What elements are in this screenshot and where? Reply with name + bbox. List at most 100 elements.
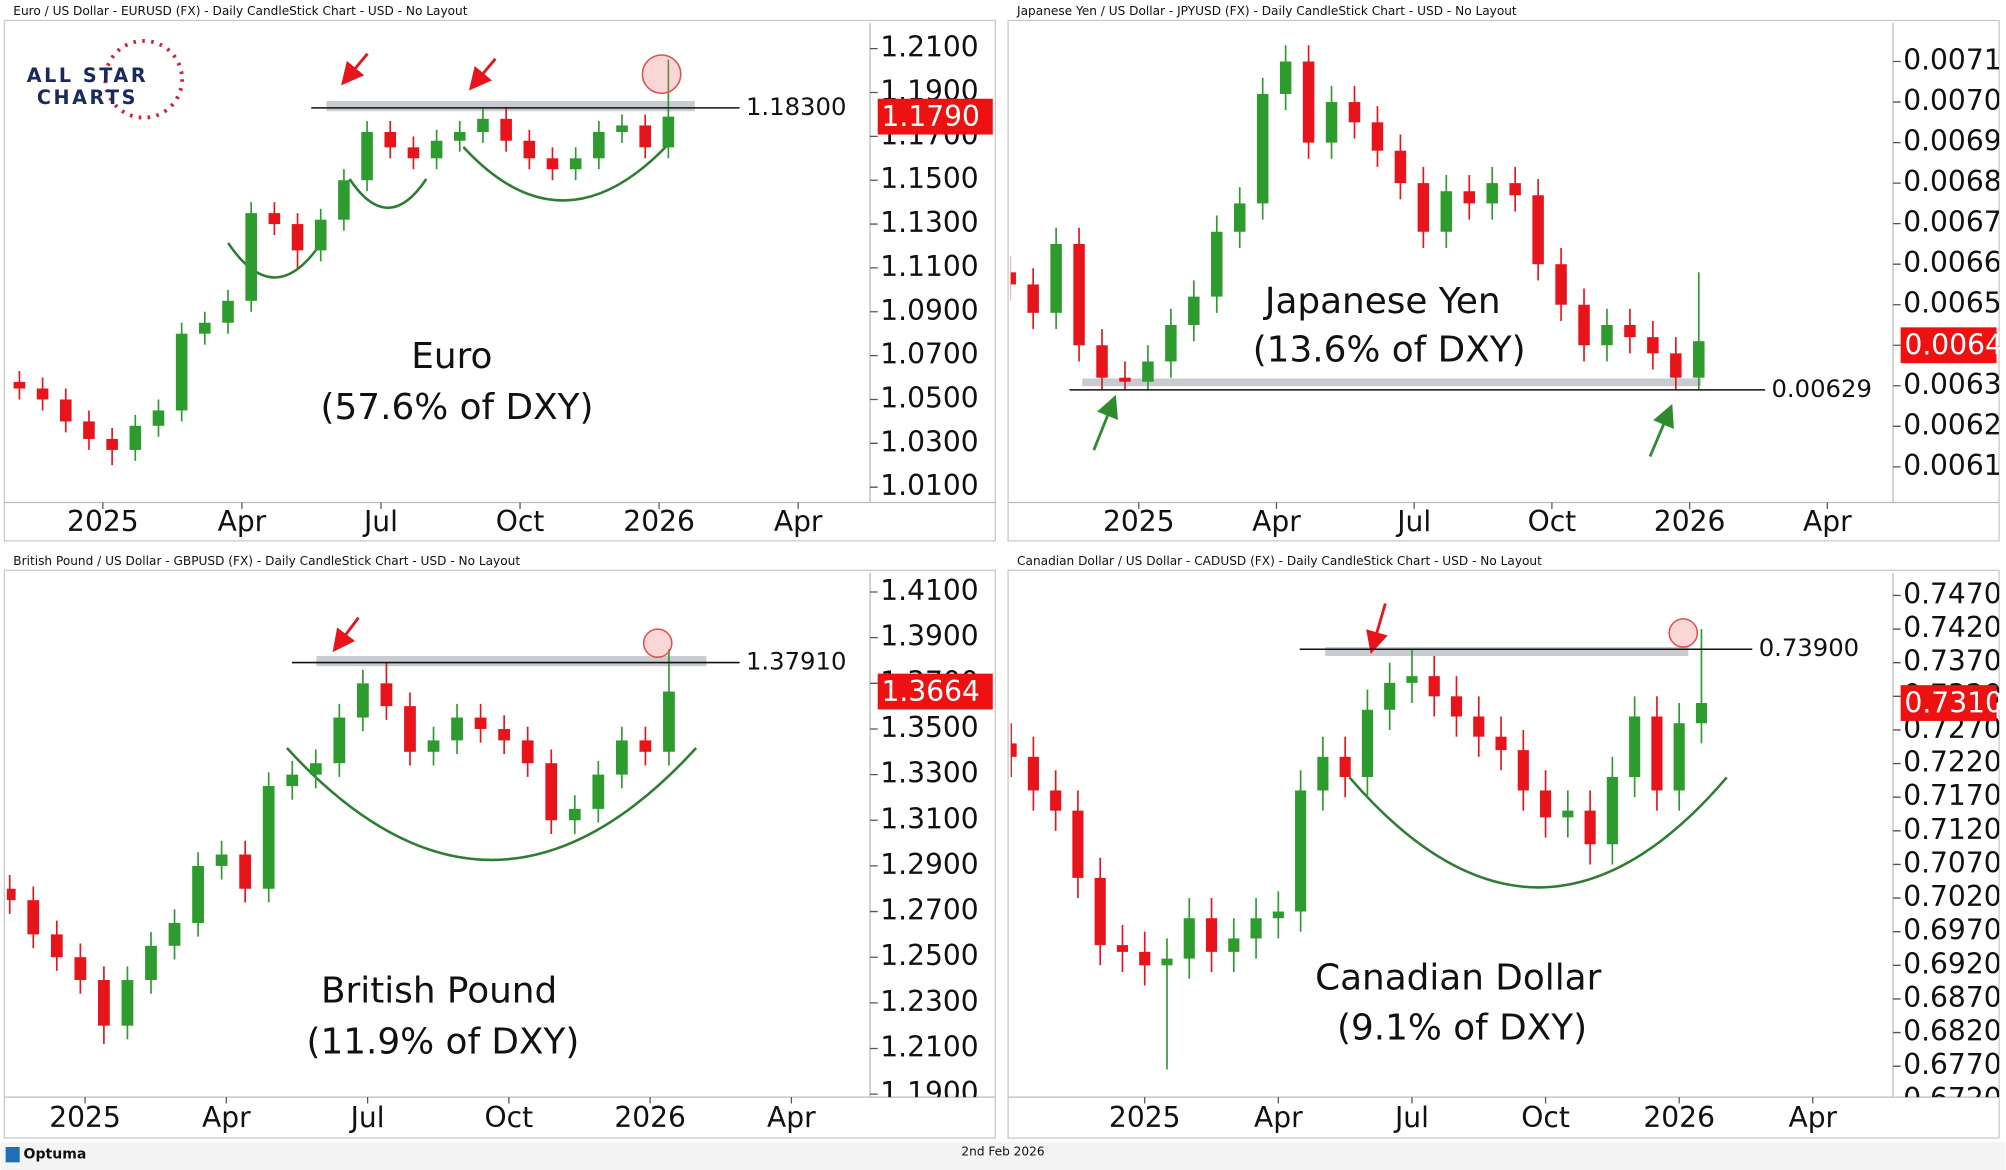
- candle-body: [639, 125, 651, 148]
- candle-body: [1417, 183, 1430, 232]
- x-tick-label: Apr: [202, 1101, 251, 1134]
- y-tick-label: 0.0068: [1903, 165, 2001, 198]
- support-band: [1082, 378, 1702, 387]
- candle-body: [453, 131, 466, 141]
- y-tick-label: 0.0065: [1903, 287, 2001, 320]
- last-price-box: [877, 673, 993, 710]
- candle-body: [129, 425, 142, 450]
- x-tick-label: Oct: [1521, 1101, 1570, 1134]
- y-tick-label: 1.2100: [880, 1031, 978, 1064]
- x-tick-label: Apr: [774, 505, 823, 538]
- candle-body: [59, 399, 72, 422]
- arrow: [332, 616, 360, 653]
- candle-body: [1406, 676, 1418, 683]
- y-tick-label: 0.0070: [1903, 84, 2001, 117]
- candle-body: [1072, 810, 1084, 878]
- chart-header: Japanese Yen / US Dollar - JPYUSD (FX) -…: [1016, 4, 1517, 18]
- candle-body: [1624, 324, 1636, 338]
- panel-frame: [3, 19, 996, 542]
- x-tick-label: 2025: [67, 505, 139, 538]
- candle-body: [523, 140, 536, 159]
- candle-body: [1339, 756, 1351, 778]
- logo-ring: [103, 39, 185, 120]
- candle-body: [1205, 918, 1218, 952]
- candle-body: [1450, 696, 1463, 717]
- candle-body: [74, 957, 87, 981]
- last-price-box: [877, 98, 993, 135]
- candle-body: [1250, 918, 1262, 939]
- y-tick-label: 0.7420: [1903, 611, 2001, 644]
- candle-body: [545, 763, 558, 821]
- candle-body: [1584, 810, 1596, 845]
- x-tick-label: Apr: [218, 505, 267, 538]
- y-tick-label: 1.1900: [880, 1076, 978, 1109]
- candle-body: [1361, 709, 1373, 778]
- annotation: British Pound: [321, 970, 557, 1011]
- candle-body: [1010, 743, 1017, 757]
- candle-body: [1027, 756, 1039, 791]
- arrow: [1092, 394, 1118, 451]
- candle-body: [1495, 736, 1507, 751]
- candle-body: [1142, 361, 1154, 382]
- candle-body: [1578, 304, 1590, 346]
- x-tick-label: Apr: [1788, 1101, 1837, 1134]
- level-label: 1.37910: [746, 647, 846, 676]
- y-tick-label: 1.0100: [880, 469, 978, 502]
- candle-body: [152, 410, 165, 426]
- candle-body: [36, 388, 49, 400]
- chart-header: Euro / US Dollar - EURUSD (FX) - Daily C…: [13, 4, 467, 18]
- candle-body: [291, 224, 304, 251]
- candle-body: [1295, 790, 1307, 912]
- y-tick-label: 1.3500: [880, 711, 978, 744]
- logo: ALL STAR CHARTS: [27, 39, 185, 120]
- candle-body: [27, 900, 40, 935]
- candle-body: [1050, 243, 1062, 313]
- candle-body: [1256, 93, 1269, 204]
- footer-bar: [0, 1141, 2006, 1170]
- candle-body: [1279, 61, 1292, 94]
- resistance-band: [326, 101, 695, 112]
- level-label: 0.73900: [1759, 633, 1859, 662]
- last-price-label: 1.1790: [882, 100, 980, 133]
- candle-body: [13, 381, 26, 389]
- candle-body: [1606, 777, 1618, 845]
- y-tick-label: 1.1100: [880, 250, 978, 283]
- x-tick-label: Oct: [485, 1101, 534, 1134]
- level-label: 1.18300: [746, 92, 846, 121]
- candle-body: [98, 980, 110, 1026]
- candle-body: [1629, 716, 1641, 778]
- x-tick-label: Apr: [1252, 505, 1301, 538]
- candle-body: [1228, 938, 1240, 952]
- annotation-layer: [227, 52, 1728, 889]
- y-tick-label: 0.6770: [1903, 1048, 2001, 1081]
- annotation: (57.6% of DXY): [321, 387, 594, 428]
- candle-body: [1670, 353, 1682, 378]
- y-tick-label: 0.6970: [1903, 914, 2001, 947]
- y-tick-label: 0.7170: [1903, 779, 2001, 812]
- candle-body: [106, 438, 118, 450]
- y-tick-label: 0.0066: [1903, 246, 2001, 279]
- y-tick-label: 1.1300: [880, 206, 978, 239]
- y-tick-label: 0.7220: [1903, 746, 2001, 779]
- candle-body: [407, 147, 420, 159]
- y-tick-label: 0.7120: [1903, 813, 2001, 846]
- candle-body: [1540, 790, 1552, 818]
- x-tick-label: Apr: [767, 1101, 816, 1134]
- candle-body: [286, 774, 299, 787]
- x-tick-label: Apr: [1254, 1101, 1303, 1134]
- candle-body: [1428, 676, 1440, 697]
- y-tick-label: 0.0069: [1903, 125, 2001, 158]
- level-label: 0.00629: [1771, 374, 1871, 403]
- candle-body: [50, 934, 63, 958]
- x-tick-label: Jul: [362, 505, 398, 538]
- candle-body: [1234, 203, 1246, 232]
- y-tick-label: 1.4100: [880, 574, 978, 607]
- pattern-arc: [285, 747, 698, 862]
- pattern-arc: [462, 142, 671, 202]
- x-tick-label: 2025: [1109, 1101, 1181, 1134]
- candle-body: [404, 706, 416, 752]
- candle-body: [1509, 183, 1521, 196]
- candle-body: [239, 854, 252, 889]
- highlight-circle: [642, 628, 673, 659]
- y-tick-label: 1.2900: [880, 848, 978, 881]
